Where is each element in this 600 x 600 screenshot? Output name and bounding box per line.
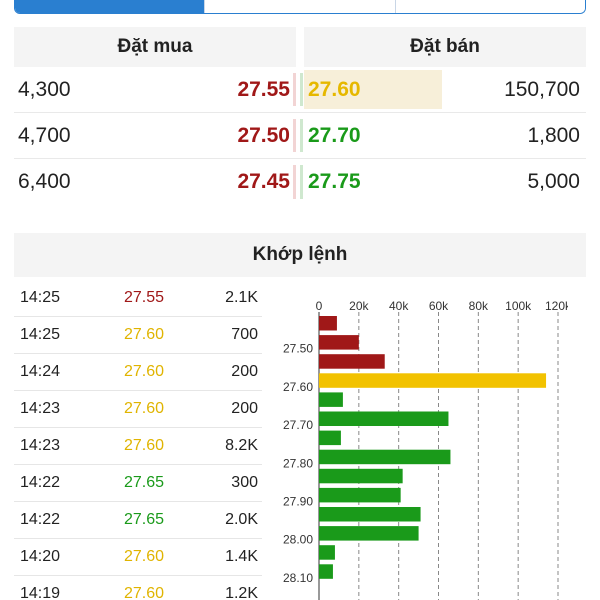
volume-bar[interactable]: [319, 316, 337, 331]
x-tick-label: 120k: [545, 299, 568, 313]
trade-row: 14:25 27.60 700: [14, 317, 262, 354]
bid-cell[interactable]: 4,300 27.55: [14, 67, 296, 112]
trade-row: 14:23 27.60 8.2K: [14, 428, 262, 465]
ask-price: 27.70: [308, 123, 361, 147]
ask-header: Đặt bán: [304, 27, 586, 67]
tab-2[interactable]: [204, 0, 395, 13]
tab-3[interactable]: [394, 0, 585, 13]
volume-bar[interactable]: [319, 487, 401, 503]
top-tab-bar: [14, 0, 586, 14]
volume-bar[interactable]: [319, 411, 449, 427]
volume-bar[interactable]: [319, 468, 403, 484]
order-book-row: 6,400 27.45 27.75 5,000: [14, 159, 586, 205]
ask-volume: 1,800: [527, 123, 580, 147]
trade-time: 14:24: [20, 363, 61, 380]
trade-row: 14:25 27.55 2.1K: [14, 280, 262, 317]
volume-by-price-chart: 0 20k 40k 60k 80k 100k 120k 27.50 27.60 27.70 27.8…: [283, 299, 568, 600]
trade-row: 14:24 27.60 200: [14, 354, 262, 391]
y-tick-label: 27.50: [283, 342, 313, 356]
volume-bar[interactable]: [319, 335, 359, 350]
trade-list: 14:25 27.55 2.1K 14:25 27.60 700 14:24 27.60 200…: [14, 280, 262, 600]
order-book: Đặt mua Đặt bán 4,300 27.55 27.60 150,700 4,…: [14, 27, 586, 205]
volume-bar[interactable]: [319, 564, 333, 579]
trade-row: 14:23 27.60 200: [14, 391, 262, 428]
trade-row: 14:22 27.65 2.0K: [14, 502, 262, 539]
trade-time: 14:25: [20, 289, 61, 306]
volume-bar[interactable]: [319, 526, 419, 541]
ask-cell[interactable]: 27.60 150,700: [300, 67, 586, 112]
ask-volume: 150,700: [504, 77, 580, 101]
trade-volume: 200: [231, 363, 258, 380]
order-book-header: Đặt mua Đặt bán: [14, 27, 586, 67]
ask-price: 27.75: [308, 170, 361, 193]
trade-volume: 1.2K: [225, 585, 258, 600]
trade-time: 14:25: [20, 326, 61, 343]
volume-bar[interactable]: [319, 392, 343, 407]
x-tick-label: 20k: [349, 299, 369, 313]
trade-time: 14:19: [20, 585, 61, 600]
y-tick-label: 27.70: [283, 418, 313, 432]
order-book-row: 4,700 27.50 27.70 1,800: [14, 113, 586, 159]
trade-price: 27.55: [123, 289, 165, 306]
y-tick-label: 27.90: [283, 494, 313, 508]
volume-bar[interactable]: [319, 354, 385, 369]
trade-price: 27.60: [123, 326, 165, 343]
trade-volume: 2.0K: [225, 511, 258, 528]
ask-cell[interactable]: 27.70 1,800: [300, 113, 586, 158]
bid-cell[interactable]: 4,700 27.50: [14, 113, 296, 158]
x-tick-label: 60k: [429, 299, 449, 313]
x-tick-label: 40k: [389, 299, 409, 313]
bid-cell[interactable]: 6,400 27.45: [14, 159, 296, 205]
trade-time: 14:22: [20, 474, 61, 491]
trade-volume: 200: [231, 400, 258, 417]
x-tick-label: 100k: [505, 299, 532, 313]
bid-header: Đặt mua: [14, 27, 296, 67]
trade-price: 27.60: [123, 400, 165, 417]
trade-price: 27.65: [123, 474, 165, 491]
y-tick-label: 27.80: [283, 456, 313, 470]
trade-row: 14:19 27.60 1.2K: [14, 576, 262, 600]
tab-1[interactable]: [15, 0, 205, 13]
x-tick-label: 0: [316, 299, 323, 313]
ask-volume: 5,000: [527, 170, 580, 193]
bid-price: 27.45: [237, 170, 290, 193]
bid-price: 27.50: [237, 123, 290, 147]
trade-time: 14:22: [20, 511, 61, 528]
trade-price: 27.60: [123, 585, 165, 600]
trade-volume: 8.2K: [225, 437, 258, 454]
x-tick-label: 80k: [469, 299, 489, 313]
trade-price: 27.65: [123, 511, 165, 528]
trade-price: 27.60: [123, 363, 165, 380]
trade-time: 14:20: [20, 548, 61, 565]
bid-volume: 6,400: [18, 170, 71, 193]
volume-bar[interactable]: [319, 430, 341, 446]
trade-time: 14:23: [20, 437, 61, 454]
y-tick-label: 28.00: [283, 533, 313, 547]
trade-volume: 1.4K: [225, 548, 258, 565]
volume-bar[interactable]: [319, 507, 421, 522]
ask-price: 27.60: [308, 77, 361, 101]
trade-row: 14:20 27.60 1.4K: [14, 539, 262, 576]
bid-price: 27.55: [237, 77, 290, 101]
volume-bar[interactable]: [319, 449, 451, 465]
trade-volume: 700: [231, 326, 258, 343]
y-tick-label: 27.60: [283, 380, 313, 394]
bid-volume: 4,300: [18, 77, 71, 101]
trade-price: 27.60: [123, 548, 165, 565]
order-book-row: 4,300 27.55 27.60 150,700: [14, 67, 586, 113]
trade-price: 27.60: [123, 437, 165, 454]
y-tick-label: 28.10: [283, 571, 313, 585]
trade-volume: 300: [231, 474, 258, 491]
trade-volume: 2.1K: [225, 289, 258, 306]
volume-bar[interactable]: [319, 373, 547, 388]
ask-highlight: [304, 70, 442, 109]
match-title: Khớp lệnh: [14, 233, 586, 277]
trade-time: 14:23: [20, 400, 61, 417]
volume-bar[interactable]: [319, 545, 335, 560]
trade-row: 14:22 27.65 300: [14, 465, 262, 502]
bid-volume: 4,700: [18, 123, 71, 147]
ask-cell[interactable]: 27.75 5,000: [300, 159, 586, 205]
